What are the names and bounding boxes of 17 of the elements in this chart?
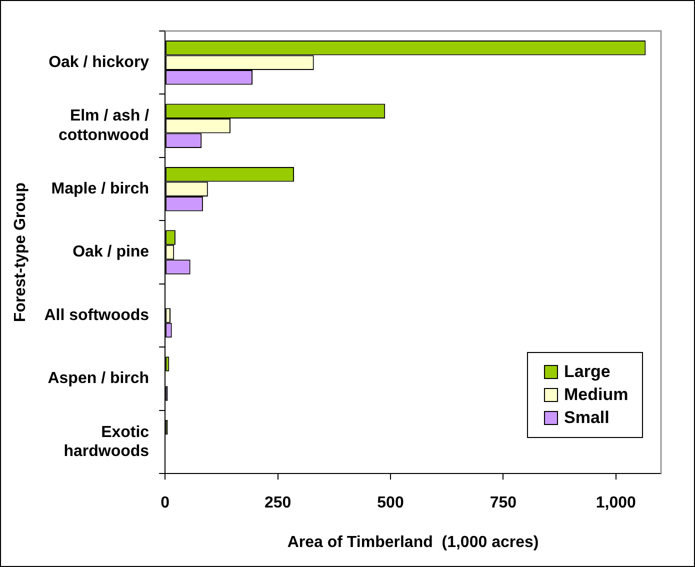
x-tick-label: 250	[264, 494, 292, 512]
legend-label: Medium	[564, 384, 628, 405]
y-tick-label: Aspen / birch	[48, 370, 150, 388]
x-axis-title: Area of Timberland (1,000 acres)	[287, 534, 539, 551]
x-tick-label: 500	[377, 494, 404, 512]
y-tick-label: All softwoods	[44, 306, 150, 324]
y-tick-label: Oak / pine	[72, 244, 150, 261]
y-tick-label: Maple / birch	[51, 180, 150, 198]
x-tick-label: 1,000	[596, 494, 636, 512]
y-tick-label: Exotic hardwoods	[64, 424, 150, 460]
legend-label: Small	[564, 408, 610, 428]
x-tick-label: 0	[160, 494, 170, 512]
y-tick-label: Elm / ash / cottonwood	[58, 108, 150, 144]
x-tick-label: 750	[490, 494, 517, 512]
legend-label: Large	[564, 362, 610, 382]
y-axis-title: Forest-type Group	[12, 182, 30, 322]
y-tick-label: Oak / hickory	[48, 54, 150, 72]
